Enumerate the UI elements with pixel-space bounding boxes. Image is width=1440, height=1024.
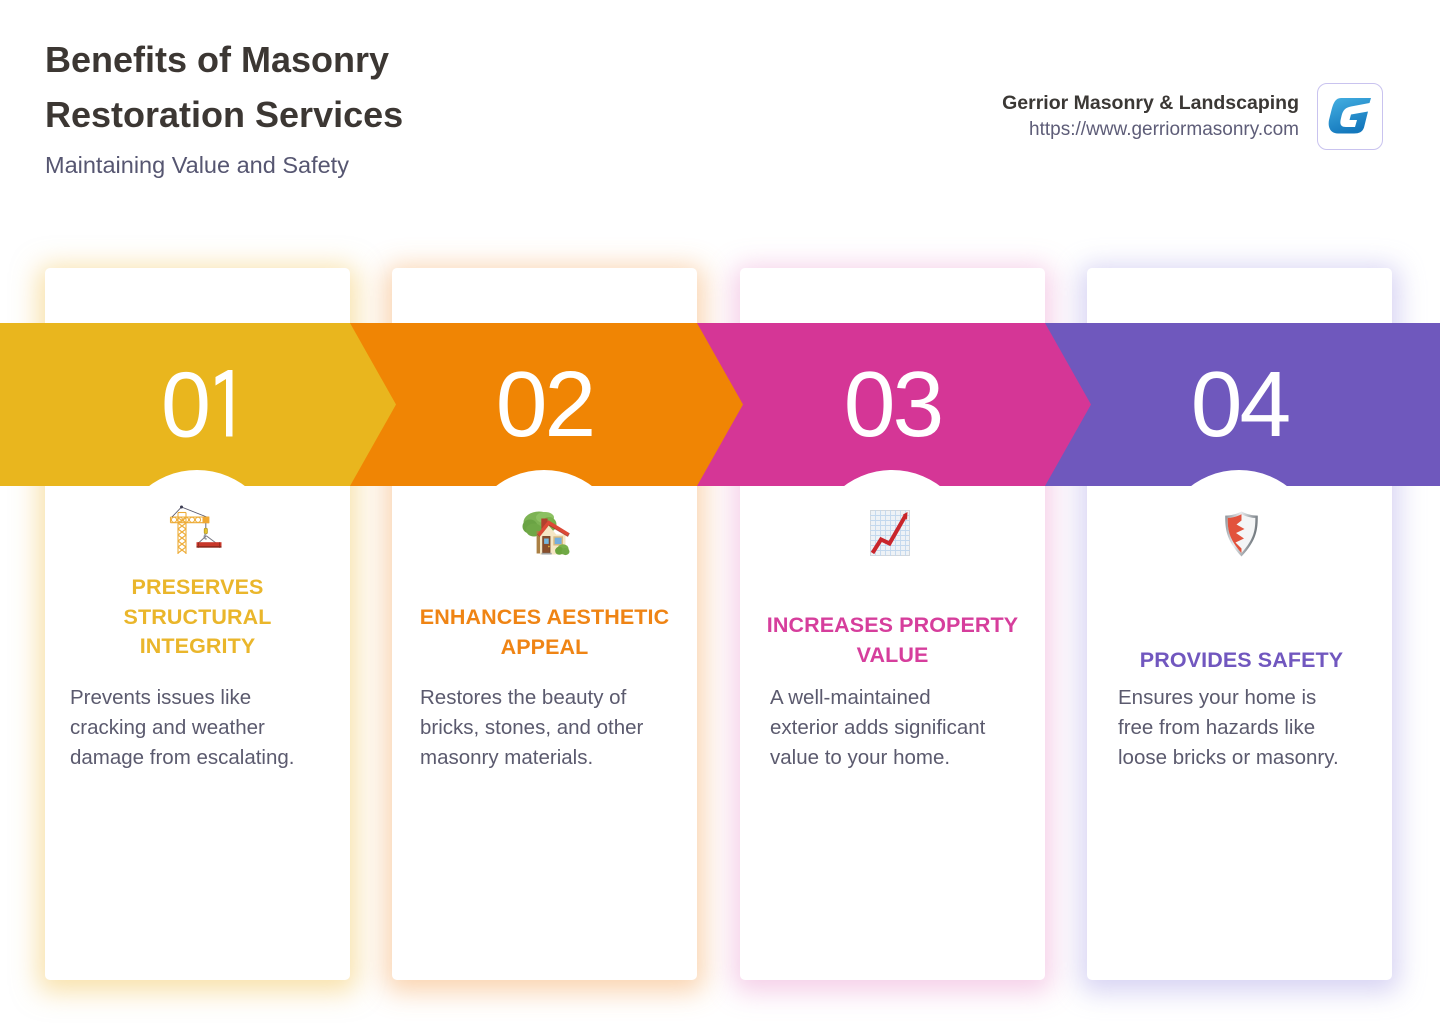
svg-text:0: 0 <box>161 353 211 457</box>
